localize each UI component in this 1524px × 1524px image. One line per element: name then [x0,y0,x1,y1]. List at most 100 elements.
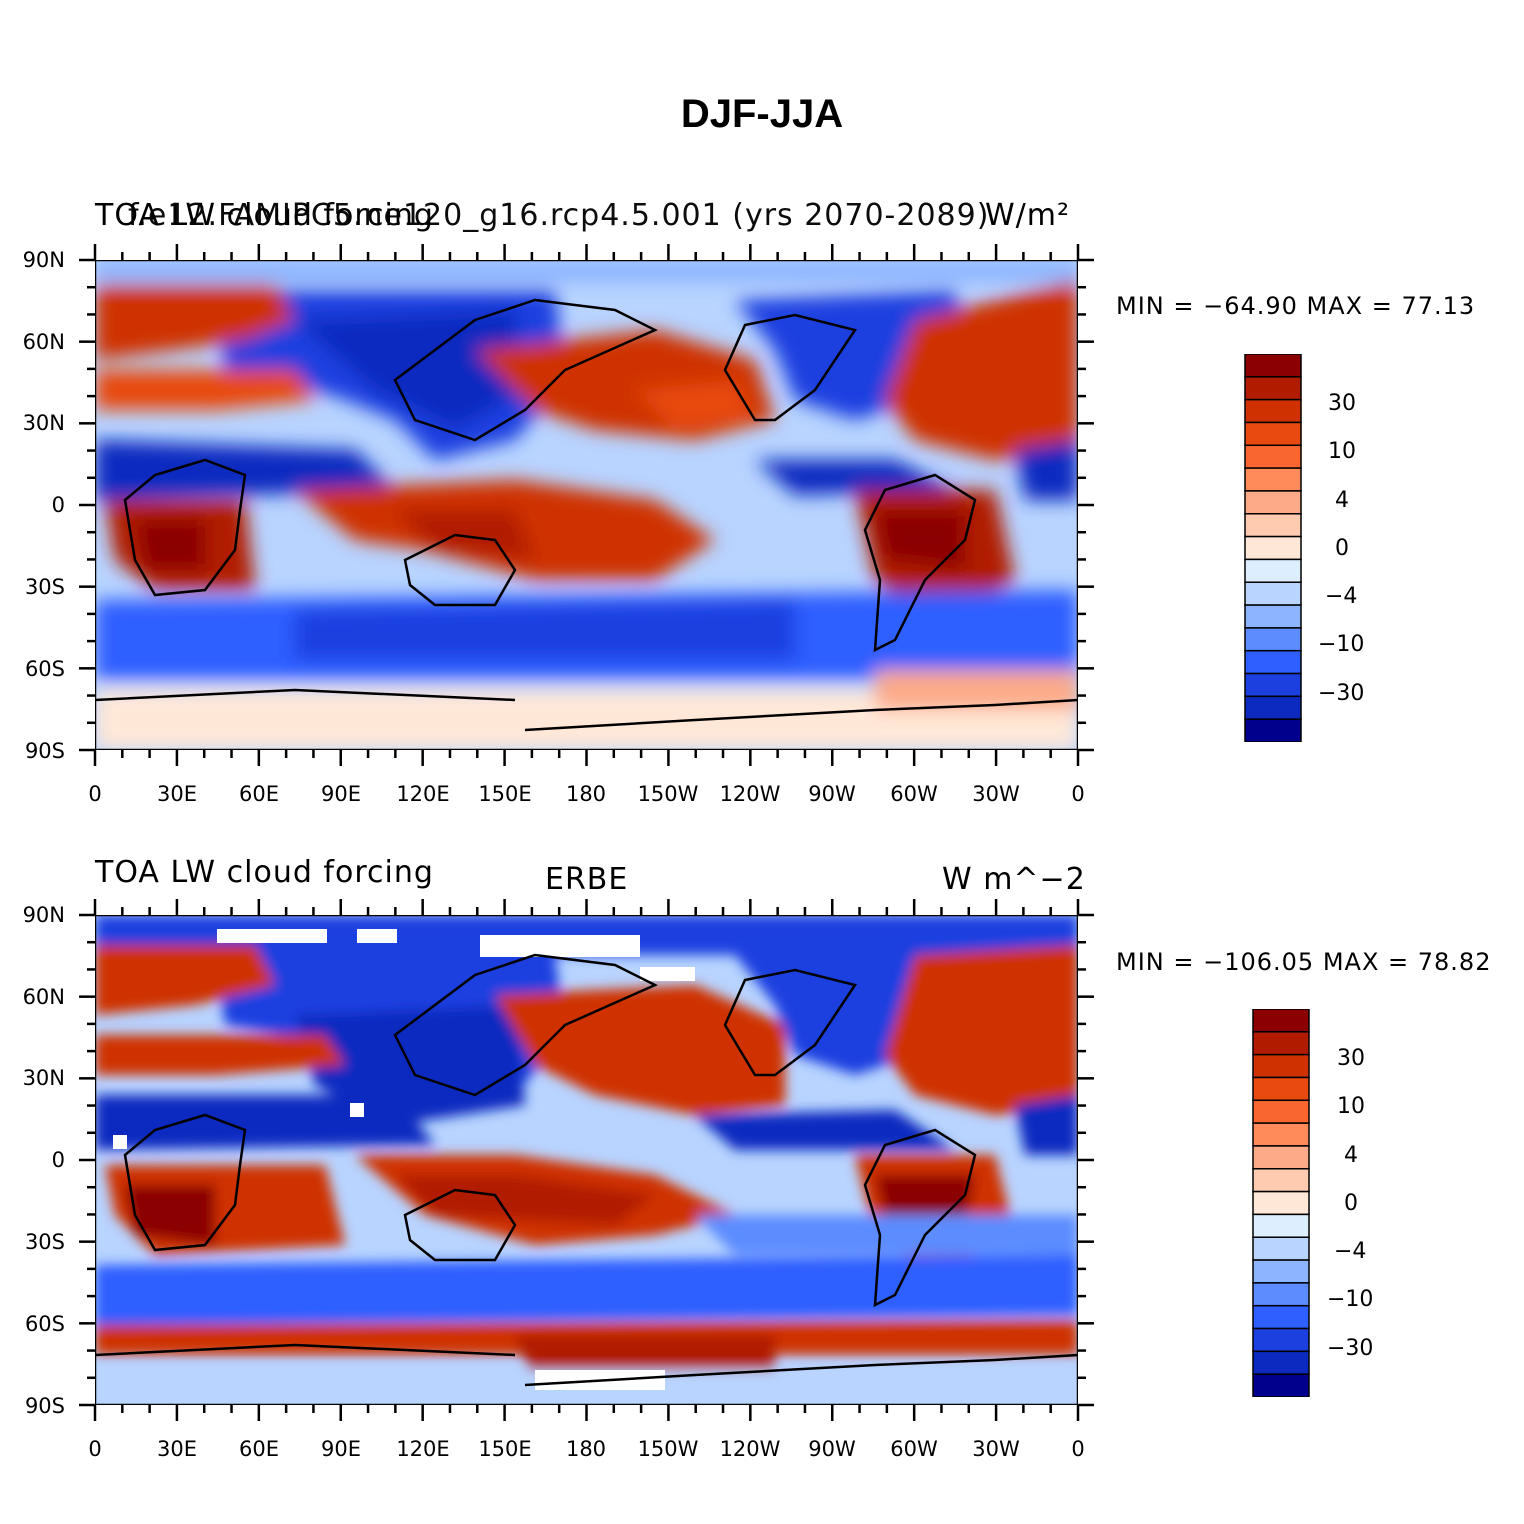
panel1-colorbar-label: 4 [1335,488,1349,513]
panel1-units: W/m² [985,198,1071,233]
panel2-units: W m^−2 [942,862,1086,897]
colorbar-swatch [1252,1009,1310,1033]
panel1-stats: MIN = −64.90 MAX = 77.13 [1116,292,1476,320]
panel2-xtick: 150E [478,1437,532,1461]
panel2-xtick: 90E [321,1437,361,1461]
panel1-ytick: 90N [22,248,65,272]
panel2-colorbar [1252,1009,1310,1397]
colorbar-swatch [1244,718,1302,742]
colorbar-swatch [1244,354,1302,378]
panel2-colorbar-label: −30 [1327,1336,1374,1361]
panel2-xtick: 120E [396,1437,450,1461]
panel2-xtick: 120W [719,1437,781,1461]
colorbar-swatch [1244,490,1302,515]
panel2-colorbar-label: 4 [1344,1143,1358,1168]
colorbar-swatch [1252,1145,1310,1170]
panel2-xtick: 0 [88,1437,102,1461]
panel1-xtick: 0 [1071,782,1085,806]
colorbar-swatch [1244,604,1302,629]
panel2-ytick: 90S [24,1394,65,1418]
panel2-map-svg [95,915,1078,1405]
colorbar-swatch [1244,672,1302,698]
panel1-colorbar-label: −30 [1318,681,1365,706]
panel2-xtick: 60W [890,1437,938,1461]
panel1-xtick: 90W [808,782,856,806]
panel1-xtick: 30E [157,782,197,806]
colorbar-swatch [1252,1213,1310,1238]
panel1-xtick: 90E [321,782,361,806]
panel1-xtick: 120E [396,782,450,806]
panel1-map [95,260,1078,750]
panel1-xtick: 30W [972,782,1020,806]
panel1-ytick: 60S [24,657,65,681]
colorbar-swatch [1252,1327,1310,1353]
panel1-xtick: 60W [890,782,938,806]
panel2-ytick: 0 [51,1148,65,1172]
colorbar-swatch [1252,1122,1310,1147]
panel2-xtick: 0 [1071,1437,1085,1461]
panel2-xtick: 30W [972,1437,1020,1461]
colorbar-swatch [1252,1168,1310,1193]
colorbar-swatch [1252,1076,1310,1102]
panel2-colorbar-label: −10 [1327,1287,1374,1312]
colorbar-swatch [1252,1259,1310,1284]
panel2-colorbar-svg [1252,1009,1310,1397]
panel1-colorbar-label: 0 [1335,536,1349,561]
colorbar-swatch [1244,649,1302,675]
panel1-map-svg [95,260,1078,750]
panel2-colorbar-label: 0 [1344,1191,1358,1216]
panel1-colorbar [1244,354,1302,742]
panel2-xtick: 150W [637,1437,699,1461]
colorbar-swatch [1244,421,1302,447]
colorbar-swatch [1252,1282,1310,1307]
colorbar-swatch [1244,627,1302,652]
colorbar-swatch [1252,1304,1310,1330]
colorbar-swatch [1244,695,1302,720]
colorbar-swatch [1252,1373,1310,1397]
panel1-center-title: f.e12.FAMIPC5.ne120_g16.rcp4.5.001 (yrs … [128,198,990,233]
panel1-xtick: 60E [239,782,279,806]
panel2-ytick: 60S [24,1312,65,1336]
colorbar-swatch [1252,1236,1310,1261]
colorbar-swatch [1244,376,1302,401]
panel2-left-title: TOA LW cloud forcing [95,855,434,890]
panel1-colorbar-svg [1244,354,1302,742]
panel1-xtick: 120W [719,782,781,806]
panel1-ytick: 60N [22,330,65,354]
panel1-left-title: TOA LW cloud forcing [95,198,434,233]
colorbar-swatch [1252,1099,1310,1124]
panel1-colorbar-label: 30 [1328,391,1356,416]
panel1-xtick: 150E [478,782,532,806]
colorbar-swatch [1244,398,1302,424]
colorbar-swatch [1244,535,1302,561]
panel2-stats: MIN = −106.05 MAX = 78.82 [1116,948,1492,976]
panel2-colorbar-label: 30 [1337,1046,1365,1071]
panel2-colorbar-label: −4 [1334,1239,1367,1264]
panel2-map [95,915,1078,1405]
panel1-ytick: 30N [22,411,65,435]
panel1-ytick: 90S [24,739,65,763]
panel2-xtick: 30E [157,1437,197,1461]
panel1-xtick: 150W [637,782,699,806]
panel1-colorbar-label: 10 [1328,439,1356,464]
colorbar-swatch [1244,581,1302,606]
colorbar-swatch [1244,558,1302,583]
panel1-colorbar-label: −4 [1325,584,1358,609]
panel2-ytick: 60N [22,985,65,1009]
panel2-xtick: 90W [808,1437,856,1461]
figure-title: DJF-JJA [680,92,844,136]
panel2-colorbar-label: 10 [1337,1094,1365,1119]
panel1-xtick: 180 [565,782,607,806]
panel1-ytick: 30S [24,575,65,599]
colorbar-swatch [1244,467,1302,492]
panel2-xtick: 180 [565,1437,607,1461]
colorbar-swatch [1252,1190,1310,1216]
colorbar-swatch [1252,1053,1310,1079]
colorbar-swatch [1252,1031,1310,1056]
panel2-ytick: 30S [24,1230,65,1254]
colorbar-swatch [1252,1350,1310,1375]
panel2-ytick: 30N [22,1066,65,1090]
colorbar-swatch [1244,513,1302,538]
panel2-ytick: 90N [22,903,65,927]
panel2-xtick: 60E [239,1437,279,1461]
